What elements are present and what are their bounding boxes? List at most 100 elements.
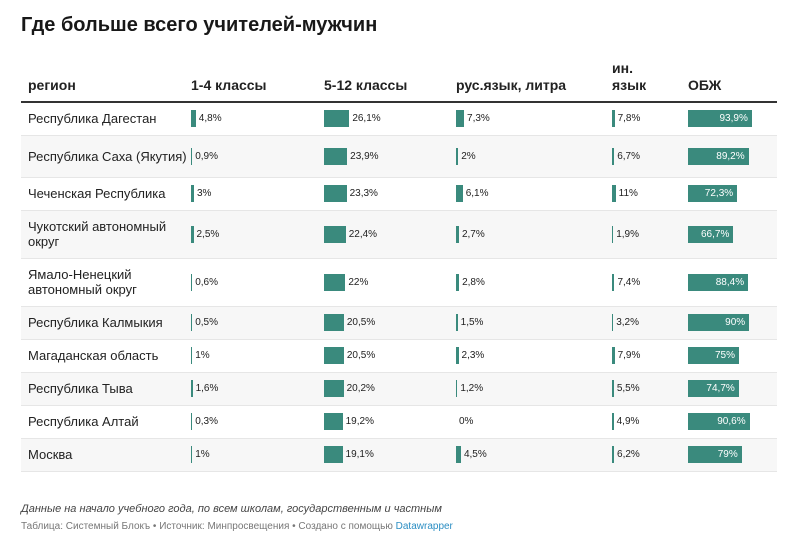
- foreign-language-bar: [612, 185, 616, 202]
- table-row: Чукотский автономный округ 2,5% 22,4% 2,7% 1…: [21, 210, 777, 259]
- grades-5-12-bar: [324, 413, 343, 430]
- grades-5-12-bar: [324, 225, 346, 243]
- obzh-bar: 90%: [688, 314, 750, 331]
- grades-5-12-bar: [324, 110, 350, 128]
- russian-literature-value-label: 2,3%: [461, 350, 485, 361]
- grades-1-4-bar: [191, 225, 194, 243]
- table-note: Данные на начало учебного года, по всем …: [21, 503, 442, 515]
- foreign-language-bar: [612, 446, 615, 463]
- column-header-grades-5-12[interactable]: 5-12 классы: [324, 60, 456, 103]
- russian-literature-cell: 6,1%: [456, 177, 612, 211]
- russian-literature-value-label: 1,5%: [460, 317, 484, 328]
- russian-literature-bar: [456, 147, 459, 165]
- grades-5-12-cell: 19,1%: [324, 438, 456, 472]
- grades-5-12-value-label: 22,4%: [348, 228, 378, 240]
- obzh-cell: 88,4%: [688, 258, 777, 307]
- foreign-language-bar: [612, 314, 614, 331]
- russian-literature-cell: 1,2%: [456, 372, 612, 406]
- column-header-grades-1-4[interactable]: 1-4 классы: [191, 60, 324, 103]
- obzh-value-label: 66,7%: [700, 228, 730, 240]
- foreign-language-bar: [612, 347, 615, 364]
- grades-5-12-value-label: 19,1%: [345, 449, 374, 460]
- foreign-language-value-label: 11%: [618, 188, 638, 199]
- region-cell: Республика Алтай: [21, 405, 191, 439]
- grades-1-4-value-label: 0,5%: [195, 317, 218, 328]
- russian-literature-value-label: 7,3%: [467, 113, 490, 125]
- obzh-value-label: 74,7%: [706, 383, 735, 394]
- data-table: регион 1-4 классы 5-12 классы рус.язык, …: [21, 60, 777, 472]
- russian-literature-value-label: 4,5%: [463, 449, 487, 460]
- grades-5-12-cell: 20,5%: [324, 306, 456, 340]
- obzh-cell: 90,6%: [688, 405, 777, 439]
- grades-1-4-value-label: 0,3%: [195, 416, 218, 427]
- grades-1-4-bar: [191, 273, 193, 291]
- grades-1-4-cell: 0,3%: [191, 405, 324, 439]
- foreign-language-bar: [612, 413, 614, 430]
- table-row: Республика Тыва 1,6% 20,2% 1,2% 5,5% 74,7%: [21, 372, 777, 406]
- russian-literature-cell: 2,7%: [456, 210, 612, 259]
- obzh-value-label: 79%: [717, 449, 738, 460]
- table-row: Москва 1% 19,1% 4,5% 6,2% 79%: [21, 438, 777, 472]
- grades-5-12-bar: [324, 147, 348, 165]
- grades-5-12-value-label: 20,2%: [346, 383, 375, 394]
- foreign-language-cell: 7,4%: [612, 258, 688, 307]
- grades-5-12-value-label: 23,3%: [349, 188, 378, 199]
- grades-5-12-bar: [324, 347, 344, 364]
- grades-5-12-bar: [324, 185, 347, 202]
- foreign-language-value-label: 3,2%: [616, 317, 639, 328]
- foreign-language-cell: 6,2%: [612, 438, 688, 472]
- grades-1-4-cell: 1%: [191, 339, 324, 373]
- grades-5-12-value-label: 22%: [348, 276, 369, 288]
- obzh-value-label: 89,2%: [716, 150, 745, 162]
- obzh-cell: 90%: [688, 306, 777, 340]
- foreign-language-cell: 11%: [612, 177, 688, 211]
- obzh-bar: 90,6%: [688, 413, 750, 430]
- russian-literature-cell: 7,3%: [456, 102, 612, 136]
- datawrapper-link[interactable]: Datawrapper: [395, 521, 453, 532]
- table-row: Республика Калмыкия 0,5% 20,5% 1,5% 3,2% 90%: [21, 306, 777, 340]
- obzh-bar: 74,7%: [688, 380, 739, 397]
- obzh-value-label: 75%: [714, 350, 735, 361]
- foreign-language-cell: 7,9%: [612, 339, 688, 373]
- obzh-cell: 74,7%: [688, 372, 777, 406]
- region-cell: Чеченская Республика: [21, 177, 191, 211]
- column-header-region[interactable]: регион: [21, 60, 191, 103]
- footer-credits: Таблица: Системный Блокъ • Источник: Мин…: [21, 521, 453, 532]
- page-title: Где больше всего учителей-мужчин: [21, 14, 378, 36]
- grades-1-4-cell: 0,6%: [191, 258, 324, 307]
- grades-1-4-cell: 1%: [191, 438, 324, 472]
- obzh-bar: 79%: [688, 446, 742, 463]
- grades-5-12-cell: 22,4%: [324, 210, 456, 259]
- foreign-language-bar: [612, 147, 615, 165]
- obzh-bar: 66,7%: [688, 225, 734, 243]
- russian-literature-value-label: 2,7%: [461, 228, 485, 240]
- region-cell: Ямало-Ненецкий автономный округ: [21, 258, 191, 307]
- grades-1-4-bar: [191, 110, 196, 128]
- grades-1-4-cell: 3%: [191, 177, 324, 211]
- column-header-obzh[interactable]: ОБЖ: [688, 60, 777, 103]
- russian-literature-bar: [456, 347, 459, 364]
- foreign-language-cell: 7,8%: [612, 102, 688, 136]
- obzh-bar: 75%: [688, 347, 739, 364]
- column-header-russian-literature[interactable]: рус.язык, литра: [456, 60, 612, 103]
- grades-1-4-cell: 0,9%: [191, 135, 324, 178]
- grades-5-12-cell: 20,2%: [324, 372, 456, 406]
- foreign-language-value-label: 6,2%: [617, 449, 640, 460]
- grades-1-4-bar: [191, 380, 193, 397]
- region-cell: Республика Калмыкия: [21, 306, 191, 340]
- grades-5-12-cell: 26,1%: [324, 102, 456, 136]
- grades-1-4-value-label: 1%: [195, 350, 210, 361]
- russian-literature-bar: [456, 446, 461, 463]
- obzh-bar: 93,9%: [688, 110, 752, 128]
- grades-1-4-bar: [191, 314, 193, 331]
- russian-literature-bar: [456, 380, 458, 397]
- grades-1-4-cell: 2,5%: [191, 210, 324, 259]
- grades-5-12-bar: [324, 380, 344, 397]
- foreign-language-value-label: 5,5%: [616, 383, 640, 394]
- grades-1-4-bar: [191, 147, 193, 165]
- foreign-language-cell: 3,2%: [612, 306, 688, 340]
- foreign-language-value-label: 7,9%: [617, 350, 641, 361]
- column-header-foreign-language[interactable]: ин. язык: [612, 60, 688, 103]
- russian-literature-bar: [456, 185, 463, 202]
- region-cell: Магаданская область: [21, 339, 191, 373]
